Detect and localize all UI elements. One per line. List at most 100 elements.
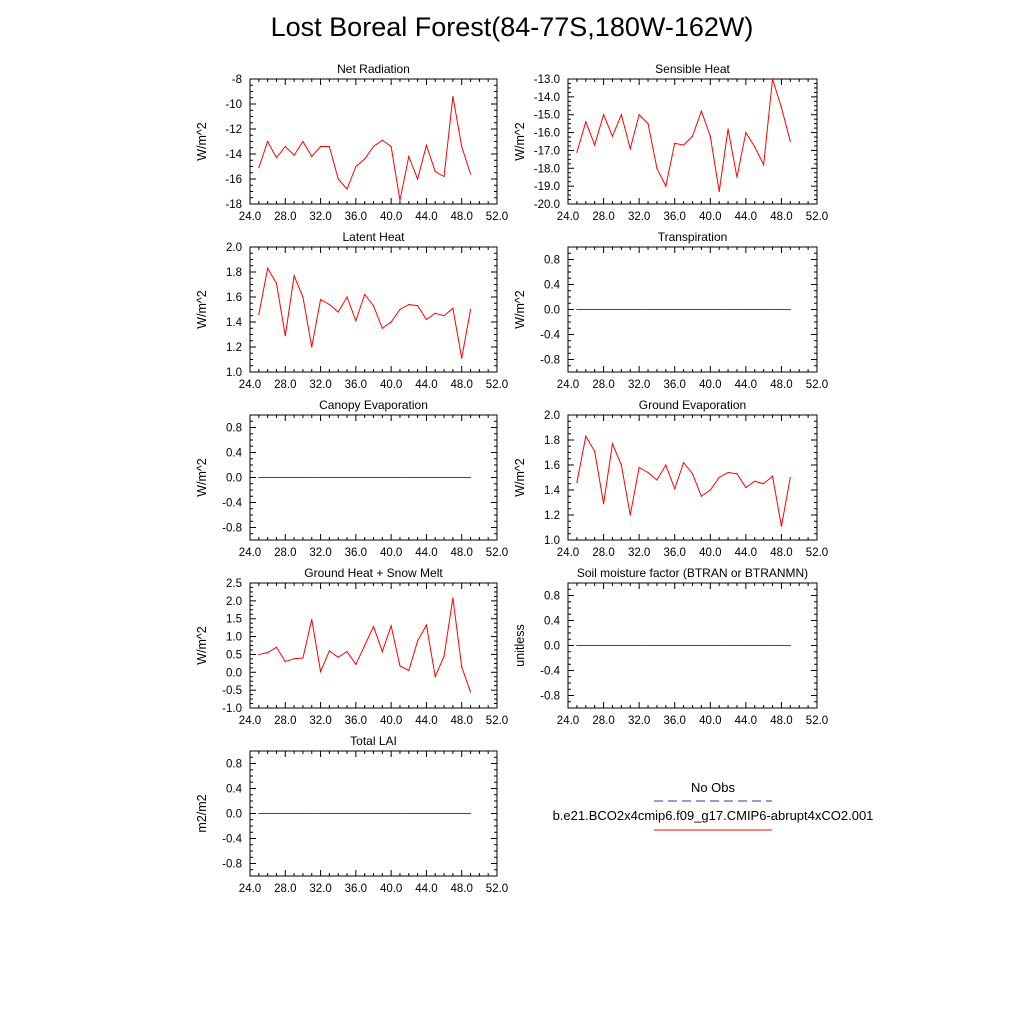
y-tick-label: 2.5 xyxy=(226,578,242,590)
panel-title: Soil moisture factor (BTRAN or BTRANMN) xyxy=(577,566,808,580)
data-point xyxy=(461,145,463,148)
data-point xyxy=(727,471,729,474)
data-point xyxy=(780,525,783,527)
data-point xyxy=(452,476,454,479)
data-point xyxy=(674,644,676,647)
panel-frame xyxy=(249,246,498,373)
data-point xyxy=(355,663,357,666)
data-point xyxy=(258,476,260,479)
y-axis-label: unitless xyxy=(513,624,527,666)
data-point xyxy=(461,476,463,479)
data-point xyxy=(337,812,339,815)
data-point xyxy=(293,476,295,479)
data-point xyxy=(656,167,658,169)
data-point xyxy=(381,476,383,479)
data-point xyxy=(620,464,622,466)
data-point xyxy=(736,644,738,647)
data-point xyxy=(390,321,392,323)
data-point xyxy=(771,644,774,647)
y-tick-label: 0.8 xyxy=(226,423,242,435)
panel-4: Transpiration W/m^2 24.0 28.0 32.0 36.0 40.0 44… xyxy=(513,230,828,391)
data-point xyxy=(452,95,454,98)
x-tick-label: 36.0 xyxy=(664,715,686,727)
y-tick-label: 0.0 xyxy=(226,667,242,679)
data-point xyxy=(709,644,711,647)
panel-title: Net Radiation xyxy=(337,62,410,76)
x-tick-label: 32.0 xyxy=(309,211,331,223)
x-tick-label: 24.0 xyxy=(239,547,261,559)
y-tick-label: -0.4 xyxy=(222,834,242,846)
x-tick-label: 44.0 xyxy=(415,715,437,727)
x-tick-label: 36.0 xyxy=(664,379,686,391)
data-point xyxy=(594,644,596,647)
data-point xyxy=(585,644,587,647)
data-point xyxy=(346,296,348,298)
y-axis-label: W/m^2 xyxy=(513,290,527,329)
data-point xyxy=(647,471,649,474)
data-point xyxy=(576,644,578,647)
data-point xyxy=(337,656,339,658)
data-point xyxy=(461,812,463,815)
data-point xyxy=(346,650,348,653)
panel-frame xyxy=(249,78,498,205)
y-axis-label: W/m^2 xyxy=(195,626,209,665)
data-point xyxy=(718,476,720,479)
x-tick-label: 52.0 xyxy=(806,715,828,727)
data-point xyxy=(434,476,436,479)
data-point xyxy=(727,644,729,647)
data-point xyxy=(346,476,348,479)
x-tick-label: 48.0 xyxy=(770,379,792,391)
data-point xyxy=(771,475,774,477)
data-point xyxy=(585,308,587,311)
data-point xyxy=(311,812,313,815)
data-point xyxy=(469,812,472,815)
panel-title: Transpiration xyxy=(658,230,728,244)
x-tick-label: 28.0 xyxy=(274,379,296,391)
series-line xyxy=(576,434,791,527)
data-point xyxy=(275,812,278,815)
data-point xyxy=(469,308,472,311)
data-point xyxy=(258,167,260,169)
data-point xyxy=(620,114,622,116)
data-point xyxy=(346,188,348,190)
y-tick-label: -0.4 xyxy=(540,666,560,678)
data-point xyxy=(754,146,756,148)
data-point xyxy=(408,812,410,815)
y-tick-label: 1.5 xyxy=(226,614,242,626)
y-tick-label: -19.0 xyxy=(534,181,560,193)
data-point xyxy=(461,357,463,359)
y-tick-label: 0.0 xyxy=(544,305,560,317)
data-point xyxy=(408,303,410,306)
x-tick-label: 44.0 xyxy=(735,211,757,223)
x-tick-label: 24.0 xyxy=(557,547,579,559)
x-tick-label: 28.0 xyxy=(592,715,614,727)
data-point xyxy=(293,812,295,815)
x-tick-label: 40.0 xyxy=(380,379,402,391)
data-point xyxy=(665,644,667,647)
data-point xyxy=(372,812,375,815)
x-tick-label: 28.0 xyxy=(592,547,614,559)
data-point xyxy=(700,495,702,497)
data-point xyxy=(408,476,410,479)
data-point xyxy=(638,114,640,116)
data-point xyxy=(754,308,756,311)
x-tick-label: 48.0 xyxy=(451,211,473,223)
data-point xyxy=(408,155,410,158)
data-point xyxy=(691,135,694,137)
data-point xyxy=(337,476,339,479)
series-line xyxy=(576,78,791,192)
x-tick-label: 32.0 xyxy=(628,715,650,727)
data-point xyxy=(302,812,304,815)
data-point xyxy=(267,652,269,654)
data-point xyxy=(319,670,322,673)
x-tick-label: 36.0 xyxy=(664,211,686,223)
y-tick-label: 0.0 xyxy=(226,809,242,821)
data-point xyxy=(585,435,587,437)
data-point xyxy=(452,812,454,815)
data-point xyxy=(355,165,357,168)
data-point xyxy=(399,308,401,311)
data-point xyxy=(602,308,605,311)
panel-title: Latent Heat xyxy=(342,230,405,244)
data-point xyxy=(745,131,747,134)
data-point xyxy=(780,644,783,647)
